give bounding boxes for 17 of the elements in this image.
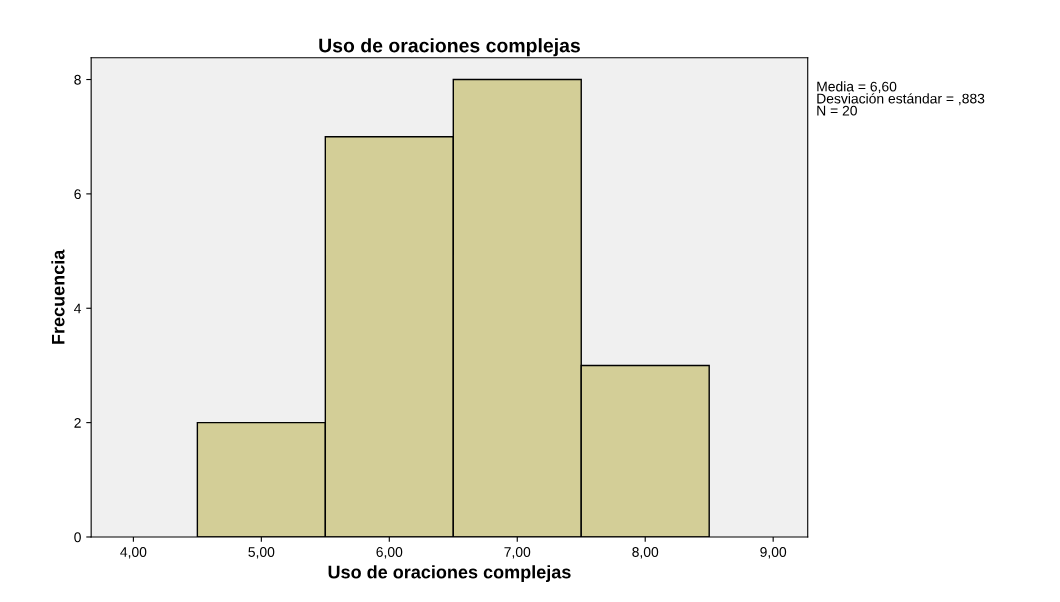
- x-axis-title: Uso de oraciones complejas: [328, 565, 571, 583]
- chart-title: Uso de oraciones complejas: [319, 38, 580, 57]
- y-tick-label: 4: [74, 303, 82, 314]
- y-axis-title: Frecuencia: [51, 249, 65, 344]
- x-tick-label: 9,00: [760, 547, 787, 559]
- x-tick-label: 6,00: [376, 547, 403, 559]
- y-tick-label: 0: [74, 532, 81, 543]
- y-tick-label: 2: [74, 417, 81, 428]
- x-tick-label: 8,00: [632, 547, 659, 559]
- x-tick-label: 7,00: [504, 547, 531, 559]
- text: Desviación estándar = ,883: [817, 93, 985, 106]
- text: N = 20: [817, 105, 857, 116]
- y-tick-label: 6: [74, 189, 81, 200]
- text: Media = 6,60: [817, 81, 897, 94]
- x-tick-label: 5,00: [248, 547, 275, 559]
- x-tick-label: 4,00: [120, 547, 147, 559]
- y-tick-label: 8: [74, 74, 81, 85]
